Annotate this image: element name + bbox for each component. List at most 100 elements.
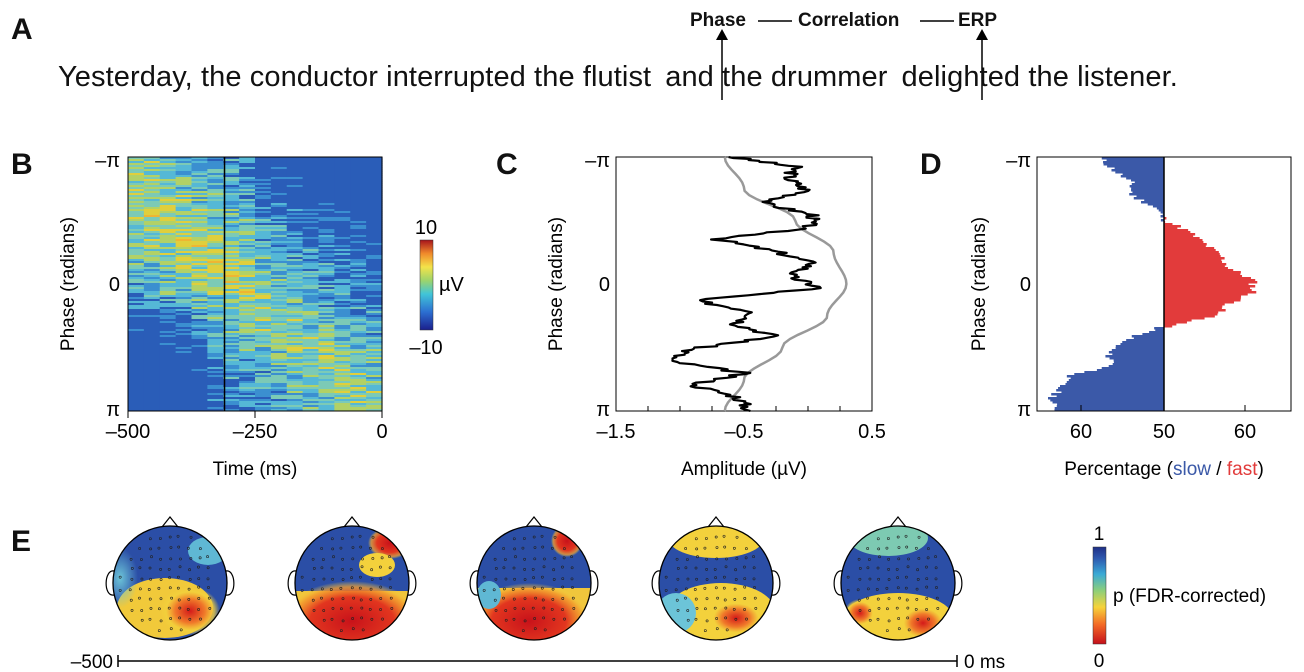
heatmap-cell xyxy=(128,215,145,218)
heatmap-cell xyxy=(175,387,193,390)
heatmap-cell xyxy=(159,337,177,340)
heatmap-cell xyxy=(350,367,367,370)
heatmap-cell xyxy=(350,375,367,378)
heatmap-cell xyxy=(128,385,145,388)
heatmap-cell xyxy=(302,165,320,168)
heatmap-cell xyxy=(350,233,367,236)
heatmap-cell xyxy=(302,159,320,162)
heatmap-cell xyxy=(223,267,240,270)
heatmap-cell xyxy=(366,301,383,304)
heatmap-cell xyxy=(128,239,145,242)
heatmap-cell xyxy=(334,405,351,408)
heatmap-cell xyxy=(350,229,367,232)
heatmap-cell xyxy=(318,261,335,264)
heatmap-cell xyxy=(286,385,304,388)
heatmap-cell xyxy=(255,191,272,194)
heatmap-cell xyxy=(302,197,320,200)
heatmap-cell xyxy=(318,287,335,290)
heatmap-cell xyxy=(128,341,145,344)
heatmap-cell xyxy=(286,359,304,362)
heatmap-cell xyxy=(286,343,304,346)
heatmap-cell xyxy=(334,187,351,190)
heatmap-cell xyxy=(366,325,383,328)
ear-icon xyxy=(287,570,297,596)
heatmap-cell xyxy=(270,337,288,340)
heatmap-cell xyxy=(318,295,335,298)
heatmap-cell xyxy=(223,389,240,392)
heatmap-cell xyxy=(159,191,177,194)
heatmap-cell xyxy=(255,219,272,222)
heatmap-cell xyxy=(159,399,177,402)
heatmap-cell xyxy=(207,329,224,332)
heatmap-cell xyxy=(286,383,304,386)
panel-letter-e: E xyxy=(11,525,32,558)
heatmap-cell xyxy=(223,223,240,226)
heatmap-cell xyxy=(175,263,193,266)
heatmap-cell xyxy=(207,405,224,408)
heatmap-cell xyxy=(128,333,145,336)
xtick-c-2: 0.5 xyxy=(858,421,886,443)
bar-slow xyxy=(1051,393,1164,396)
heatmap-cell xyxy=(286,215,304,218)
heatmap-cell xyxy=(302,379,320,382)
heatmap-cell xyxy=(255,293,272,296)
heatmap-cell xyxy=(350,201,367,204)
heatmap-cell xyxy=(350,345,367,348)
heatmap-cell xyxy=(143,243,161,246)
heatmap-cell xyxy=(159,233,177,236)
heatmap-cell xyxy=(239,331,256,334)
heatmap-cell xyxy=(207,175,224,178)
stimulus-sentence: Yesterday, the conductor interrupted the… xyxy=(58,61,1178,94)
heatmap-cell xyxy=(366,271,383,274)
bar-slow xyxy=(1111,169,1164,172)
heatmap-cell xyxy=(159,235,177,238)
heatmap-cell xyxy=(366,293,383,296)
bar-fast xyxy=(1164,217,1167,220)
heatmap-cell xyxy=(128,223,145,226)
heatmap-cell xyxy=(207,369,224,372)
heatmap-cell xyxy=(350,255,367,258)
bar-fast xyxy=(1164,247,1215,250)
heatmap-cell xyxy=(286,391,304,394)
heatmap-cell xyxy=(366,327,383,330)
heatmap-cell xyxy=(334,211,351,214)
topomap-2 xyxy=(287,516,417,641)
heatmap-cell xyxy=(239,275,256,278)
heatmap-cell xyxy=(350,243,367,246)
heatmap-cell xyxy=(223,287,240,290)
heatmap-cell xyxy=(318,231,335,234)
heatmap-cell xyxy=(318,255,335,258)
heatmap-cell xyxy=(239,213,256,216)
heatmap-cell xyxy=(350,237,367,240)
heatmap-cell xyxy=(239,305,256,308)
ear-icon xyxy=(953,570,963,596)
heatmap-cell xyxy=(334,269,351,272)
heatmap-cell xyxy=(255,287,272,290)
heatmap-cell xyxy=(159,385,177,388)
heatmap-cell xyxy=(207,383,224,386)
xlabel-d: Percentage (slow / fast) xyxy=(1064,459,1264,480)
heatmap-cell xyxy=(207,171,224,174)
heatmap-cell xyxy=(318,267,335,270)
heatmap-cell xyxy=(159,301,177,304)
heatmap-cell xyxy=(318,219,335,222)
heatmap-cell xyxy=(191,347,208,350)
heatmap-cell xyxy=(128,349,145,352)
heatmap-cell xyxy=(223,191,240,194)
bar-slow xyxy=(1160,211,1164,214)
heatmap-cell xyxy=(350,395,367,398)
heatmap-cell xyxy=(223,269,240,272)
heatmap-cell xyxy=(128,279,145,282)
heatmap-cell xyxy=(334,351,351,354)
heatmap-cell xyxy=(223,263,240,266)
heatmap-cell xyxy=(223,179,240,182)
heatmap-cell xyxy=(223,157,240,160)
heatmap-cell xyxy=(255,305,272,308)
heatmap-cell xyxy=(334,387,351,390)
heatmap-cell xyxy=(366,243,383,246)
heatmap-cell xyxy=(239,197,256,200)
heatmap-cell xyxy=(128,391,145,394)
heatmap-cell xyxy=(286,283,304,286)
heatmap-cell xyxy=(334,311,351,314)
heatmap-cell xyxy=(143,295,161,298)
